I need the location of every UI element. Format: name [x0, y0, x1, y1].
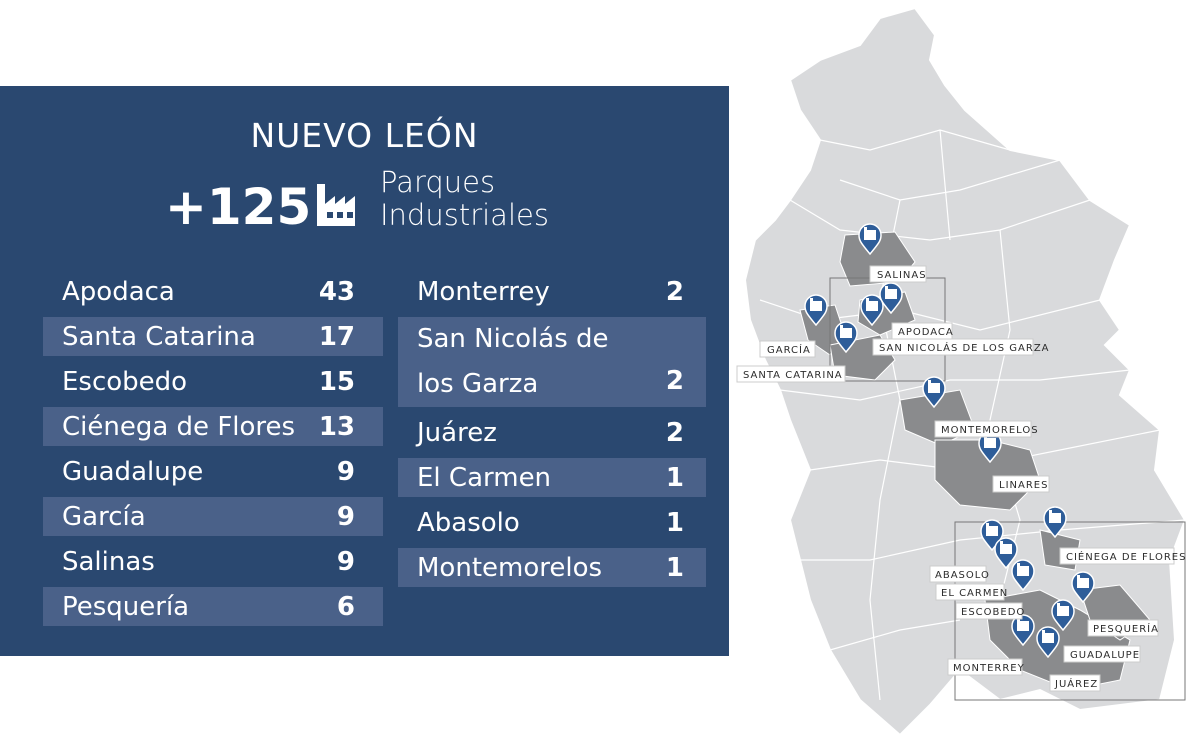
label-abasolo: ABASOLO — [935, 570, 990, 581]
factory-icon — [317, 184, 355, 226]
park-count-value: 9 — [336, 501, 355, 532]
list-item: San Nicolás de los Garza 2 — [398, 317, 706, 407]
label-san-nicolas: SAN NICOLÁS DE LOS GARZA — [879, 341, 1050, 354]
municipality-name: Pesquería — [62, 591, 190, 622]
list-item: Ciénega de Flores 13 — [43, 407, 383, 446]
park-count-value: 1 — [665, 507, 684, 538]
info-panel: NUEVO LEÓN +125 Parques Industriales Apo… — [0, 86, 729, 656]
label-cienega: CIÉNEGA DE FLORES — [1066, 550, 1186, 563]
inset-frame — [954, 521, 1186, 701]
municipality-name: El Carmen — [417, 462, 552, 493]
municipality-name: Abasolo — [417, 507, 520, 538]
label-linares: LINARES — [999, 480, 1048, 491]
park-count-value: 13 — [318, 411, 355, 442]
municipality-name: Montemorelos — [417, 552, 603, 583]
park-count-value: 15 — [318, 366, 355, 397]
label-salinas: SALINAS — [877, 270, 927, 281]
park-count-value: 9 — [336, 456, 355, 487]
list-item: Escobedo 15 — [43, 359, 383, 404]
list-item: Guadalupe 9 — [43, 449, 383, 494]
label-apodaca: APODACA — [898, 327, 954, 338]
list-item: Monterrey 2 — [398, 269, 706, 314]
label-escobedo: ESCOBEDO — [961, 607, 1025, 618]
park-count-value: 6 — [336, 591, 355, 622]
list-item: Salinas 9 — [43, 539, 383, 584]
municipality-name-cont: los Garza — [417, 369, 539, 399]
park-count-value: 2 — [665, 417, 684, 448]
park-count-value: 9 — [336, 546, 355, 577]
parks-list-left: Apodaca 43 Santa Catarina 17 Escobedo 15 Ci… — [43, 269, 383, 629]
park-count: +125 — [165, 178, 312, 236]
municipality-name: Salinas — [62, 546, 155, 577]
list-item: Santa Catarina 17 — [43, 317, 383, 356]
list-item: Abasolo 1 — [398, 500, 706, 545]
subtitle-line2: Industriales — [380, 198, 549, 232]
park-count-value: 17 — [318, 321, 355, 352]
municipality-name: García — [62, 501, 146, 532]
label-garcia: GARCÍA — [767, 343, 811, 356]
label-el-carmen: EL CARMEN — [941, 588, 1008, 599]
label-pesqueria: PESQUERÍA — [1093, 622, 1159, 635]
label-juarez: JUÁREZ — [1054, 677, 1098, 690]
label-montemorelos: MONTEMORELOS — [941, 425, 1039, 436]
municipality-name: Ciénega de Flores — [62, 411, 296, 442]
subtitle-line1: Parques — [380, 165, 496, 199]
park-count-value: 2 — [665, 366, 684, 396]
label-guadalupe: GUADALUPE — [1070, 650, 1140, 661]
subtitle: Parques Industriales — [380, 166, 549, 232]
list-item: Pesquería 6 — [43, 587, 383, 626]
municipality-name: Juárez — [417, 417, 497, 448]
parks-list-right: Monterrey 2 San Nicolás de los Garza 2 Ju… — [398, 269, 706, 590]
list-item: Montemorelos 1 — [398, 548, 706, 587]
municipality-name: Guadalupe — [62, 456, 204, 487]
label-santa-catarina: SANTA CATARINA — [743, 370, 843, 381]
state-title: NUEVO LEÓN — [250, 116, 479, 155]
list-item: Apodaca 43 — [43, 269, 383, 314]
state-map: SALINAS APODACA GARCÍA SAN NICOLÁS DE LO… — [736, 6, 1187, 737]
park-count-value: 43 — [318, 276, 355, 307]
municipality-name: Apodaca — [62, 276, 175, 307]
municipality-name: San Nicolás de — [417, 324, 609, 354]
list-item: Juárez 2 — [398, 410, 706, 455]
park-count-value: 1 — [665, 462, 684, 493]
list-item: García 9 — [43, 497, 383, 536]
label-monterrey: MONTERREY — [953, 663, 1025, 674]
municipality-name: Santa Catarina — [62, 321, 256, 352]
map-labels: SALINAS APODACA GARCÍA SAN NICOLÁS DE LO… — [736, 265, 1186, 692]
municipality-name: Escobedo — [62, 366, 188, 397]
list-item: El Carmen 1 — [398, 458, 706, 497]
park-count-value: 1 — [665, 552, 684, 583]
municipality-name: Monterrey — [417, 276, 550, 307]
park-count-value: 2 — [665, 276, 684, 307]
